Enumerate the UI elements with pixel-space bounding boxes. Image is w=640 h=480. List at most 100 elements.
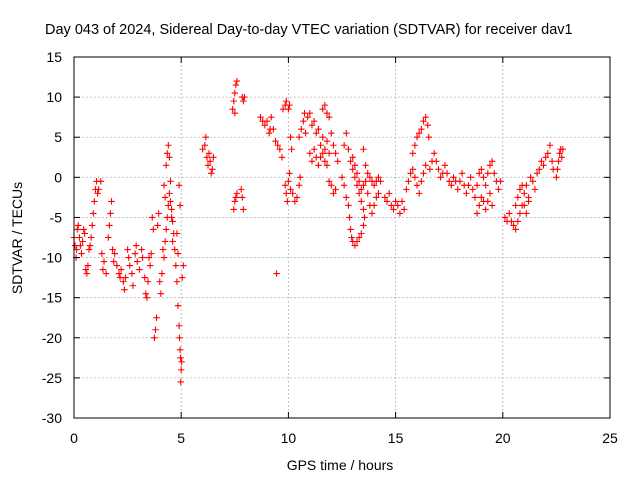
data-point xyxy=(325,113,333,121)
data-point xyxy=(330,190,337,197)
data-point xyxy=(555,158,562,165)
data-point xyxy=(139,254,146,261)
data-point xyxy=(199,146,206,153)
data-point xyxy=(536,166,543,173)
data-point xyxy=(319,134,326,141)
data-point xyxy=(553,174,560,181)
data-point xyxy=(298,126,305,133)
data-point xyxy=(473,182,481,189)
data-point xyxy=(87,234,95,241)
data-point xyxy=(338,174,346,181)
data-point xyxy=(162,226,170,233)
data-point xyxy=(296,174,304,181)
data-point xyxy=(122,274,129,281)
data-point xyxy=(175,322,183,329)
data-point xyxy=(420,170,427,177)
data-point xyxy=(76,234,83,241)
data-point xyxy=(273,270,280,277)
data-point xyxy=(456,178,464,185)
data-point xyxy=(74,226,81,233)
data-point xyxy=(78,250,85,257)
data-point xyxy=(388,202,395,209)
data-point xyxy=(385,190,393,197)
data-point xyxy=(98,250,106,257)
y-tick-label: -20 xyxy=(42,330,62,346)
data-point xyxy=(206,158,214,165)
data-point xyxy=(89,222,96,229)
data-point xyxy=(527,174,534,181)
data-point xyxy=(286,101,293,109)
data-point xyxy=(411,142,419,149)
data-point xyxy=(546,142,554,149)
data-point xyxy=(167,198,174,205)
data-point xyxy=(143,294,151,301)
y-tick-label: -5 xyxy=(50,209,63,225)
data-point xyxy=(177,378,184,386)
data-point xyxy=(482,182,489,189)
data-point xyxy=(131,250,139,257)
data-point xyxy=(125,254,132,261)
data-point xyxy=(286,170,293,177)
data-point xyxy=(160,182,168,189)
data-point xyxy=(308,158,316,165)
data-point xyxy=(343,130,350,137)
data-point xyxy=(120,278,127,285)
data-point xyxy=(83,270,91,277)
data-point xyxy=(332,186,339,193)
data-point xyxy=(360,182,367,189)
data-point xyxy=(353,182,361,189)
data-point xyxy=(162,162,170,169)
data-point xyxy=(159,246,167,253)
data-point xyxy=(142,290,150,297)
data-point xyxy=(313,130,320,137)
data-point xyxy=(176,202,184,209)
x-tick-label: 0 xyxy=(70,430,78,446)
data-point xyxy=(240,97,247,105)
data-point xyxy=(115,270,123,277)
data-point xyxy=(174,250,182,257)
axis-ticks xyxy=(73,56,611,419)
data-point xyxy=(465,182,472,189)
data-point xyxy=(558,154,565,161)
data-point xyxy=(405,178,412,185)
data-point xyxy=(165,142,172,149)
data-point xyxy=(409,150,416,157)
data-point xyxy=(512,226,519,233)
data-point xyxy=(202,134,210,141)
data-point xyxy=(390,206,397,213)
data-point xyxy=(157,290,165,297)
data-point xyxy=(276,146,284,153)
data-point xyxy=(430,150,438,157)
data-point xyxy=(424,121,431,129)
data-point xyxy=(203,154,211,161)
x-tick-label: 20 xyxy=(495,430,511,446)
data-point xyxy=(210,154,217,161)
data-point xyxy=(278,154,286,161)
data-point xyxy=(482,206,489,213)
data-point xyxy=(321,101,329,109)
data-point xyxy=(411,174,419,181)
data-point xyxy=(94,190,101,197)
data-point xyxy=(381,194,389,201)
data-point xyxy=(358,198,365,205)
data-point xyxy=(523,210,530,217)
plot-frame xyxy=(73,56,611,419)
data-point xyxy=(261,121,269,129)
data-point xyxy=(362,162,369,169)
data-point xyxy=(84,262,92,269)
data-point xyxy=(348,234,355,241)
data-point xyxy=(268,113,275,121)
data-point xyxy=(285,178,292,185)
data-point xyxy=(415,130,423,137)
data-point xyxy=(396,210,404,217)
data-point xyxy=(497,178,504,185)
data-point xyxy=(495,186,502,193)
data-point xyxy=(373,194,380,201)
y-tick-label: -25 xyxy=(42,370,62,386)
data-point xyxy=(484,170,491,177)
data-points xyxy=(70,77,567,386)
data-point xyxy=(521,202,528,209)
data-point xyxy=(156,278,163,285)
data-point xyxy=(370,182,378,189)
